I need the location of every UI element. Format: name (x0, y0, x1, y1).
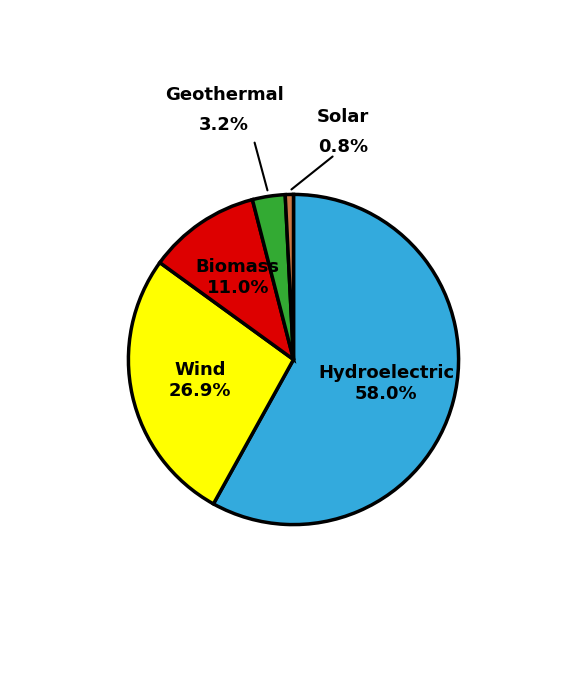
Text: 3.2%: 3.2% (199, 116, 249, 134)
Text: Wind
26.9%: Wind 26.9% (169, 361, 231, 400)
Wedge shape (129, 263, 294, 504)
Wedge shape (160, 200, 294, 359)
Text: Solar: Solar (317, 108, 369, 126)
Wedge shape (285, 194, 294, 359)
Wedge shape (252, 195, 294, 359)
Text: Hydroelectric
58.0%: Hydroelectric 58.0% (318, 364, 454, 403)
Text: 0.8%: 0.8% (318, 137, 368, 156)
Text: Biomass
11.0%: Biomass 11.0% (196, 258, 280, 297)
Wedge shape (214, 194, 458, 525)
Text: Geothermal: Geothermal (165, 86, 284, 104)
